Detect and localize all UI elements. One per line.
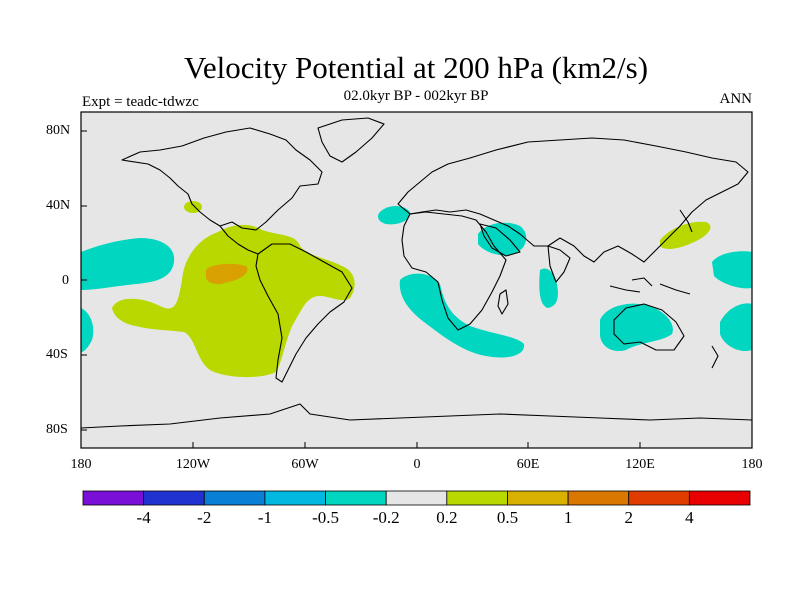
colorbar-box-5 (385, 490, 448, 506)
coastline-indonesia (609, 277, 691, 295)
experiment-label: Expt = teadc-tdwzc (82, 94, 199, 110)
colorbar-box-8 (567, 490, 630, 506)
positive-anomaly-pacific (112, 224, 355, 378)
colorbar-label: 1 (563, 508, 573, 527)
colorbar-label: -1 (257, 508, 272, 527)
lon-label-60e: 60E (516, 457, 540, 472)
negative-anomaly-west-pacific (712, 251, 752, 289)
coastline-india (547, 245, 571, 283)
negative-anomaly-central-pacific (81, 238, 175, 290)
map-ticks (81, 130, 641, 448)
negative-anomaly-iberia (378, 206, 411, 225)
colorbar-label: 4 (685, 508, 694, 527)
coastline-eurasia (397, 137, 749, 263)
lon-label-120e: 120E (625, 457, 655, 472)
colorbar-label: -2 (197, 508, 212, 527)
lat-label-80n: 80N (46, 123, 71, 138)
coastline-antarctica (80, 403, 753, 429)
lat-label-0: 0 (62, 273, 69, 288)
coastline-australia (613, 303, 685, 351)
negative-anomaly-indian-ocean (539, 268, 558, 308)
colorbar-box-9 (628, 490, 690, 506)
coastline-greenland (317, 117, 385, 163)
colorbar-box-0 (82, 490, 145, 506)
colorbar-box-2 (203, 490, 266, 506)
map-title: Velocity Potential at 200 hPa (km2/s) (183, 50, 649, 85)
coastline-madagascar (497, 289, 509, 315)
season-label: ANN (719, 91, 753, 107)
coastline-south-america (255, 243, 353, 383)
coastline-north-america (121, 127, 323, 231)
coastline-arabia (479, 223, 521, 257)
lat-label-80s: 80S (46, 422, 68, 437)
colorbar-label: 0.5 (496, 508, 519, 527)
map-subtitle: 02.0kyr BP - 002kyr BP (343, 88, 489, 104)
lat-label-40s: 40S (46, 347, 68, 362)
colorbar-box-10 (688, 490, 751, 506)
colorbar-box-6 (446, 490, 508, 506)
lon-label-180w: 180 (70, 457, 92, 472)
contour-fills (81, 201, 752, 378)
lon-label-0: 0 (413, 457, 421, 472)
colorbar-box-3 (264, 490, 326, 506)
colorbar-label: -0.2 (372, 508, 400, 527)
positive-anomaly-core (206, 263, 248, 285)
colorbar (82, 490, 751, 506)
colorbar-label: 0.2 (436, 508, 458, 527)
negative-anomaly-east-edge (720, 303, 752, 352)
positive-anomaly-japan (660, 221, 711, 249)
coastline-japan (679, 209, 693, 233)
colorbar-label: 2 (624, 508, 633, 527)
colorbar-box-4 (325, 490, 387, 506)
coastline-africa (401, 211, 507, 331)
coastline-new-zealand (711, 345, 719, 369)
colorbar-label: -0.5 (312, 508, 339, 527)
lon-label-120w: 120W (175, 457, 211, 472)
coastline-central-america (219, 225, 259, 255)
negative-anomaly-west-edge (81, 308, 94, 352)
colorbar-box-7 (507, 490, 569, 506)
lat-label-40n: 40N (46, 198, 71, 213)
negative-anomaly-south-atlantic (399, 273, 525, 358)
coastlines (80, 117, 753, 429)
lon-label-60w: 60W (291, 457, 319, 472)
lon-label-180e: 180 (741, 457, 763, 472)
colorbar-box-1 (143, 490, 205, 506)
negative-anomaly-arabia (478, 222, 527, 256)
colorbar-label: -4 (136, 508, 151, 527)
